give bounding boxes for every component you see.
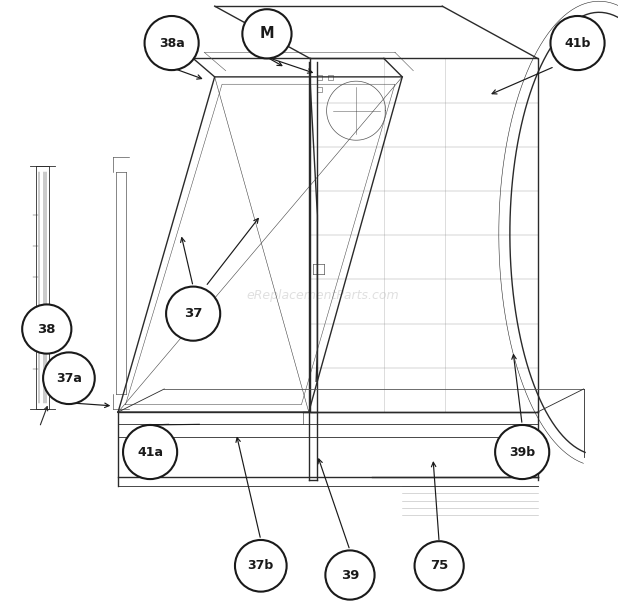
Bar: [317, 75, 322, 80]
Bar: [317, 87, 322, 92]
Text: 38a: 38a: [159, 36, 185, 50]
Circle shape: [415, 541, 464, 590]
Text: 37b: 37b: [247, 559, 274, 573]
Text: 39: 39: [341, 568, 359, 582]
Circle shape: [123, 425, 177, 479]
Text: eReplacementParts.com: eReplacementParts.com: [246, 288, 399, 302]
Circle shape: [326, 550, 374, 600]
Circle shape: [242, 9, 291, 58]
Bar: [329, 75, 334, 80]
Circle shape: [166, 287, 220, 341]
Text: 75: 75: [430, 559, 448, 573]
Text: 41b: 41b: [564, 36, 591, 50]
Text: 41a: 41a: [137, 445, 163, 459]
Text: 39b: 39b: [509, 445, 535, 459]
Text: M: M: [260, 26, 274, 41]
Text: 37a: 37a: [56, 371, 82, 385]
Text: 37: 37: [184, 307, 202, 320]
Circle shape: [495, 425, 549, 479]
Circle shape: [551, 16, 604, 70]
Circle shape: [43, 352, 95, 404]
Text: 38: 38: [38, 322, 56, 336]
Circle shape: [22, 304, 71, 354]
Circle shape: [235, 540, 286, 592]
Circle shape: [144, 16, 198, 70]
